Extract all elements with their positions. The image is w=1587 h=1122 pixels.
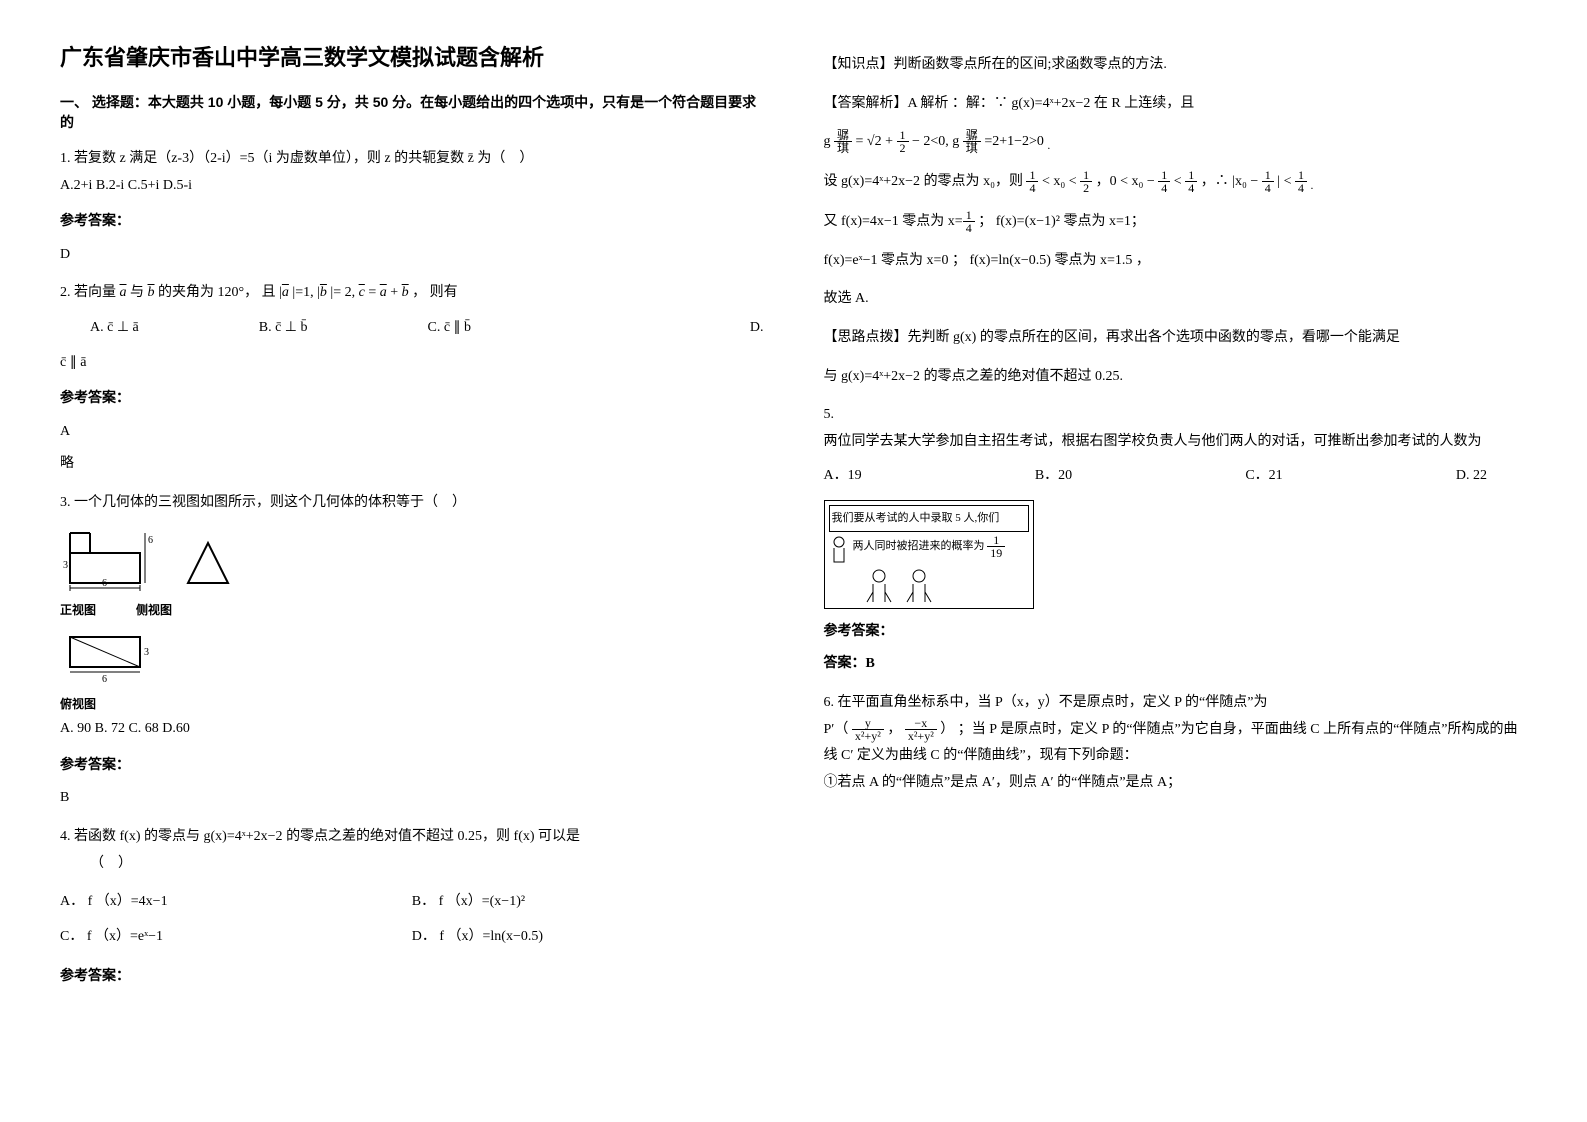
question-4: 4. 若函数 f(x) 的零点与 g(x)=4ˣ+2x−2 的零点之差的绝对值不… bbox=[60, 824, 764, 991]
question-6: 6. 在平面直角坐标系中，当 P（x，y）不是原点时，定义 P 的“伴随点”为 … bbox=[824, 690, 1528, 796]
q2-opt-a: A. c̄ ⊥ ā bbox=[90, 315, 139, 342]
q4-opt-d: D． f （x）=ln(x−0.5) bbox=[412, 924, 764, 951]
q1-stem: 1. 若复数 z 满足（z-3）（2-i）=5（i 为虚数单位），则 z 的共轭… bbox=[60, 146, 764, 173]
question-3: 3. 一个几何体的三视图如图所示，则这个几何体的体积等于（ ） 3 6 6 bbox=[60, 490, 764, 812]
q4-line3: 设 g(x)=4ˣ+2x−2 的零点为 x₀，则 14 < x₀ < 12 ，0… bbox=[824, 169, 1528, 197]
q3-views-row2: 6 3 bbox=[60, 627, 764, 687]
q4-blank: （ ） bbox=[90, 851, 764, 878]
q4-line5: f(x)=eˣ−1 零点为 x=0 ； f(x)=ln(x−0.5) 零点为 x… bbox=[824, 248, 1528, 275]
dialog-bubble: 我们要从考试的人中录取 5 人,你们 两人同时被招进来的概率为 119 bbox=[824, 500, 1034, 609]
q2-stem: 2. 若向量 a 与 b 的夹角为 120°， 且 |a |=1, |b |= … bbox=[60, 280, 764, 307]
question-2: 2. 若向量 a 与 b 的夹角为 120°， 且 |a |=1, |b |= … bbox=[60, 280, 764, 478]
q1-ans: D bbox=[60, 242, 764, 269]
q3-views-row1: 3 6 6 bbox=[60, 523, 764, 593]
q2-opt-b: B. c̄ ⊥ b̄ bbox=[259, 315, 308, 342]
q6-pprime: P′（ yx²+y² ， −xx²+y² ） ；当 P 是原点时，定义 P 的“… bbox=[824, 717, 1528, 770]
q4-opts: A． f （x）=4x−1 B． f （x）=(x−1)² C． f （x）=e… bbox=[60, 885, 764, 954]
front-view-icon: 3 6 6 bbox=[60, 523, 160, 593]
q5-ans-label: 参考答案： bbox=[824, 619, 1528, 646]
left-column: 广东省肇庆市香山中学高三数学文模拟试题含解析 一、 选择题：本大题共 10 小题… bbox=[60, 40, 764, 1003]
q2-opt-c: C. c̄ ∥ b̄ bbox=[427, 315, 471, 342]
q4-line4: 又 f(x)=4x−1 零点为 x=14 ； f(x)=(x−1)² 零点为 x… bbox=[824, 209, 1528, 236]
q3-stem: 3. 一个几何体的三视图如图所示，则这个几何体的体积等于（ ） bbox=[60, 490, 764, 517]
q2-opt-d: D. bbox=[750, 315, 764, 342]
q4-stem: 4. 若函数 f(x) 的零点与 g(x)=4ˣ+2x−2 的零点之差的绝对值不… bbox=[60, 824, 764, 851]
q2-opt-d2: c̄ ∥ ā bbox=[60, 350, 764, 377]
q6-stem-a: 6. 在平面直角坐标系中，当 P（x，y）不是原点时，定义 P 的“伴随点”为 bbox=[824, 690, 1528, 717]
section-1-head: 一、 选择题：本大题共 10 小题，每小题 5 分，共 50 分。在每小题给出的… bbox=[60, 92, 764, 132]
q1-ans-label: 参考答案： bbox=[60, 209, 764, 236]
right-column: 【知识点】判断函数零点所在的区间;求函数零点的方法. 【答案解析】A 解析 ：解… bbox=[824, 40, 1528, 1003]
svg-text:3: 3 bbox=[144, 647, 149, 658]
q2-ans2: 略 bbox=[60, 451, 764, 478]
q5-num: 5. bbox=[824, 402, 1528, 429]
q4-ans-label: 参考答案： bbox=[60, 964, 764, 991]
q3-ans-label: 参考答案： bbox=[60, 753, 764, 780]
front-label: 正视图 bbox=[60, 599, 96, 622]
svg-text:6: 6 bbox=[148, 535, 153, 546]
svg-text:6: 6 bbox=[102, 578, 107, 589]
q5-ans: 答案：B bbox=[824, 651, 1528, 678]
q4-hint: 【思路点拨】先判断 g(x) 的零点所在的区间，再求出各个选项中函数的零点，看哪… bbox=[824, 325, 1528, 352]
question-1: 1. 若复数 z 满足（z-3）（2-i）=5（i 为虚数单位），则 z 的共轭… bbox=[60, 146, 764, 268]
side-view-icon bbox=[178, 523, 238, 593]
svg-text:6: 6 bbox=[102, 674, 107, 685]
q2-ans: A bbox=[60, 419, 764, 446]
q4-analysis: 【答案解析】A 解析 ：解：∵ g(x)=4ˣ+2x−2 在 R 上连续，且 bbox=[824, 91, 1528, 118]
top-label: 俯视图 bbox=[60, 693, 764, 716]
q5-opts: A．19 B．20 C．21 D. 22 bbox=[824, 463, 1528, 490]
q2-ans-label: 参考答案： bbox=[60, 386, 764, 413]
q4-opt-a: A． f （x）=4x−1 bbox=[60, 889, 412, 916]
svg-text:3: 3 bbox=[63, 560, 68, 571]
q4-line2: g 骣琪 = √2 + 12 − 2<0, g 骣琪 =2+1−2>0 . bbox=[824, 129, 1528, 157]
speaker-icon bbox=[829, 534, 849, 564]
q1-opts: A.2+i B.2-i C.5+i D.5-i bbox=[60, 173, 764, 200]
q4-knowledge: 【知识点】判断函数零点所在的区间;求函数零点的方法. bbox=[824, 52, 1528, 79]
q4-conclude: 故选 A. bbox=[824, 286, 1528, 313]
q4-opt-b: B． f （x）=(x−1)² bbox=[412, 889, 764, 916]
question-5: 5. 两位同学去某大学参加自主招生考试，根据右图学校负责人与他们两人的对话，可推… bbox=[824, 402, 1528, 678]
side-label: 侧视图 bbox=[136, 599, 172, 622]
q5-opt-c: C．21 bbox=[1245, 463, 1282, 490]
top-view-icon: 6 3 bbox=[60, 627, 160, 687]
q3-opts: A. 90 B. 72 C. 68 D.60 bbox=[60, 716, 764, 743]
q4-opt-c: C． f （x）=eˣ−1 bbox=[60, 924, 412, 951]
q5-stem: 两位同学去某大学参加自主招生考试，根据右图学校负责人与他们两人的对话，可推断出参… bbox=[824, 429, 1528, 456]
q5-opt-a: A．19 bbox=[824, 463, 862, 490]
students-icon bbox=[829, 564, 1009, 604]
doc-title: 广东省肇庆市香山中学高三数学文模拟试题含解析 bbox=[60, 40, 764, 72]
q3-ans: B bbox=[60, 785, 764, 812]
q4-hint2: 与 g(x)=4ˣ+2x−2 的零点之差的绝对值不超过 0.25. bbox=[824, 364, 1528, 391]
q5-opt-d: D. 22 bbox=[1456, 463, 1487, 490]
q6-prop1: ①若点 A 的“伴随点”是点 A′，则点 A′ 的“伴随点”是点 A； bbox=[824, 770, 1528, 797]
q5-opt-b: B．20 bbox=[1035, 463, 1072, 490]
